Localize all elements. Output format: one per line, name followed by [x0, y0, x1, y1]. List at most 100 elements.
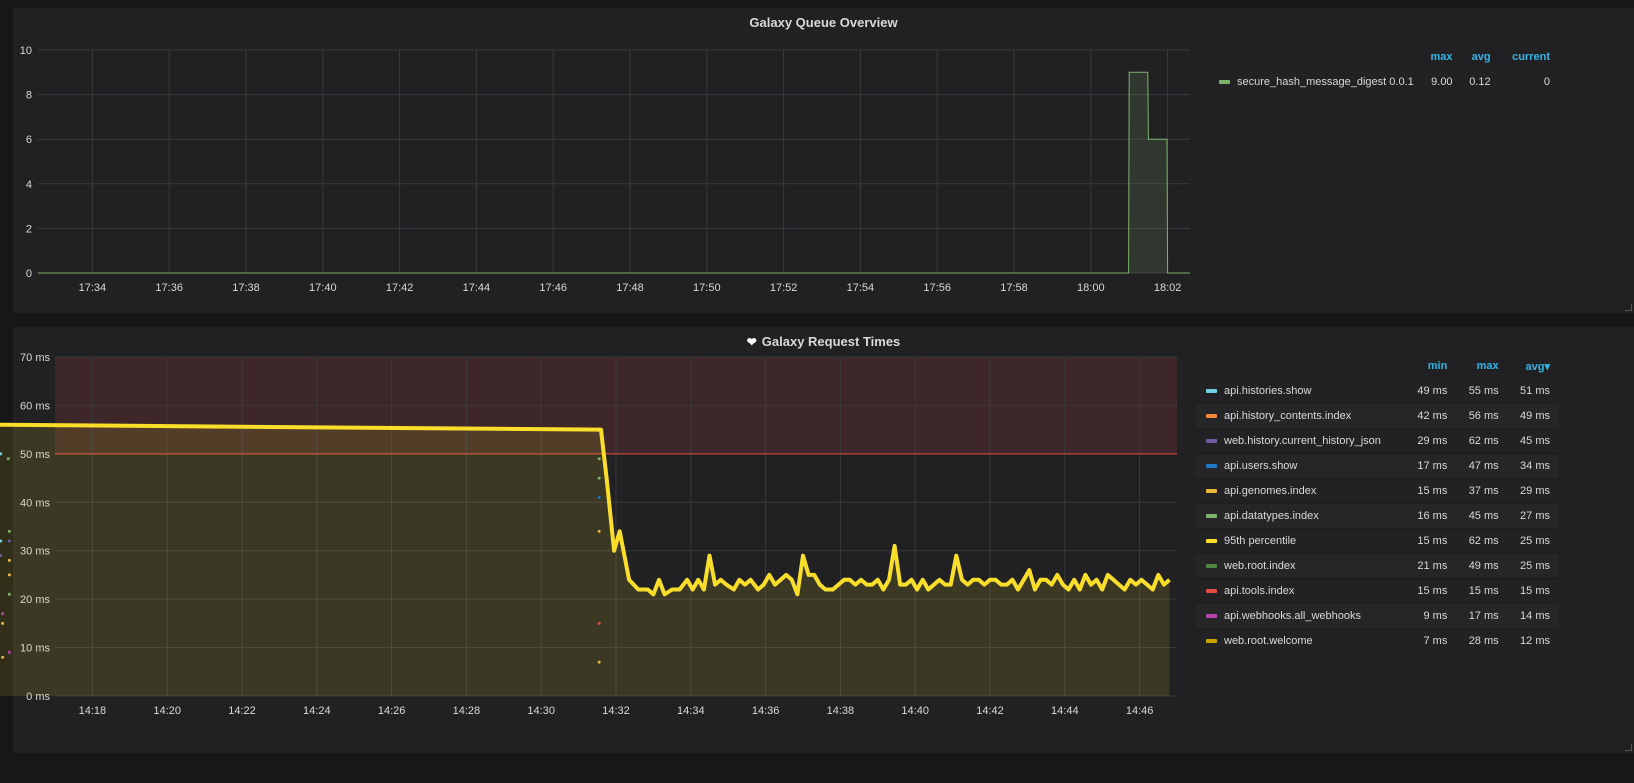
legend-row[interactable]: web.root.welcome 7 ms 28 ms 12 ms [1196, 628, 1558, 654]
panel-title[interactable]: ❤ Galaxy Request Times [13, 334, 1634, 349]
series-name[interactable]: 95th percentile [1224, 535, 1297, 547]
x-tick-label: 14:18 [79, 705, 107, 717]
x-tick-label: 18:00 [1077, 282, 1105, 294]
resize-handle[interactable] [1625, 304, 1632, 311]
queue-legend: max avg current secure_hash_message_dige… [1209, 48, 1558, 95]
x-tick-label: 17:34 [79, 282, 107, 294]
y-tick-label: 30 ms [20, 546, 50, 558]
legend-value-min: 49 ms [1417, 385, 1448, 397]
panel-title-text: Galaxy Request Times [761, 334, 901, 349]
legend-row[interactable]: api.tools.index 15 ms 15 ms 15 ms [1196, 578, 1558, 604]
legend-row[interactable]: api.genomes.index 15 ms 37 ms 29 ms [1196, 478, 1558, 504]
legend-value-min: 7 ms [1423, 635, 1448, 647]
x-tick-label: 14:38 [827, 705, 855, 717]
series-color-swatch[interactable] [1206, 639, 1217, 644]
legend-header-current[interactable]: current [1512, 51, 1550, 63]
series-color-swatch[interactable] [1206, 589, 1217, 594]
series-name[interactable]: web.root.welcome [1224, 635, 1313, 647]
series-color-swatch[interactable] [1206, 414, 1217, 419]
legend-value-max: 15 ms [1468, 585, 1499, 597]
series-name[interactable]: api.webhooks.all_webhooks [1224, 610, 1361, 622]
series-color-swatch[interactable] [1206, 514, 1217, 519]
x-tick-label: 17:38 [232, 282, 260, 294]
legend-header-avg[interactable]: avg [1471, 51, 1491, 63]
data-point [1, 655, 5, 659]
data-point [597, 457, 601, 461]
series-color-swatch[interactable] [1206, 539, 1217, 544]
legend-value-avg: 15 ms [1520, 585, 1550, 597]
series-name[interactable]: web.root.index [1224, 560, 1296, 572]
legend-value-min: 42 ms [1417, 410, 1448, 422]
request-legend: min max avg▾ api.histories.show 49 ms 55 m… [1196, 357, 1558, 654]
data-point [0, 539, 3, 543]
series-area [38, 72, 1190, 273]
percentile-area [0, 424, 1170, 696]
x-tick-label: 18:02 [1154, 282, 1182, 294]
x-tick-label: 14:42 [976, 705, 1004, 717]
series-name[interactable]: api.datatypes.index [1224, 510, 1319, 522]
legend-value-min: 9 ms [1423, 610, 1448, 622]
data-point [7, 539, 11, 543]
legend-header-avg[interactable]: avg▾ [1525, 360, 1550, 373]
legend-value-max: 47 ms [1468, 460, 1499, 472]
legend-row[interactable]: api.datatypes.index 16 ms 45 ms 27 ms [1196, 503, 1558, 529]
series-name[interactable]: api.histories.show [1224, 385, 1312, 397]
series-color-swatch[interactable] [1206, 389, 1217, 394]
x-tick-label: 17:46 [539, 282, 567, 294]
legend-value-max: 62 ms [1468, 535, 1499, 547]
legend-row[interactable]: secure_hash_message_digest 0.0.1 9.00 0.12… [1209, 70, 1558, 95]
x-tick-label: 14:36 [752, 705, 780, 717]
legend-row[interactable]: 95th percentile 15 ms 62 ms 25 ms [1196, 528, 1558, 554]
series-color-swatch[interactable] [1206, 439, 1217, 444]
series-color-swatch[interactable] [1219, 80, 1230, 85]
x-tick-label: 14:34 [677, 705, 705, 717]
legend-row[interactable]: web.root.index 21 ms 49 ms 25 ms [1196, 553, 1558, 579]
queue-chart[interactable]: 0 2 4 6 8 10 17:34 17:36 17:38 17:40 17:42 17:44 17:… [13, 8, 1203, 313]
legend-value-current: 0 [1543, 76, 1550, 88]
legend-value-avg: 27 ms [1520, 510, 1550, 522]
series-color-swatch[interactable] [1206, 464, 1217, 469]
legend-row[interactable]: api.webhooks.all_webhooks 9 ms 17 ms 14 ms [1196, 603, 1558, 629]
data-point [7, 650, 11, 654]
legend-row[interactable]: api.histories.show 49 ms 55 ms 51 ms [1196, 379, 1558, 404]
series-name[interactable]: api.tools.index [1224, 585, 1295, 597]
legend-header-min[interactable]: min [1427, 360, 1448, 372]
percentile-line [0, 422, 1171, 597]
x-tick-label: 14:32 [602, 705, 630, 717]
legend-value-max: 55 ms [1468, 385, 1499, 397]
data-point [6, 457, 10, 461]
series-color-swatch[interactable] [1206, 614, 1217, 619]
legend-value-max: 9.00 [1431, 76, 1453, 88]
x-tick-label: 17:56 [923, 282, 951, 294]
series-name[interactable]: web.history.current_history_json [1224, 435, 1381, 447]
legend-value-avg: 34 ms [1520, 460, 1550, 472]
data-point [597, 621, 601, 625]
legend-header-max[interactable]: max [1430, 51, 1453, 63]
panel-title[interactable]: Galaxy Queue Overview [749, 15, 898, 30]
data-point [1, 621, 5, 625]
series-color-swatch[interactable] [1206, 489, 1217, 494]
legend-header-max[interactable]: max [1476, 360, 1499, 372]
series-name[interactable]: secure_hash_message_digest 0.0.1 [1237, 76, 1414, 88]
legend-value-max: 62 ms [1468, 435, 1499, 447]
data-point [7, 529, 11, 533]
legend-value-avg: 25 ms [1520, 535, 1550, 547]
resize-handle[interactable] [1625, 744, 1632, 751]
legend-value-max: 49 ms [1468, 560, 1499, 572]
data-point [597, 660, 601, 664]
y-tick-label: 10 [20, 45, 32, 57]
legend-row[interactable]: web.history.current_history_json 29 ms 62 … [1196, 428, 1558, 454]
legend-value-avg: 49 ms [1520, 410, 1550, 422]
series-name[interactable]: api.genomes.index [1224, 485, 1317, 497]
y-tick-label: 20 ms [20, 594, 50, 606]
legend-value-min: 15 ms [1417, 485, 1448, 497]
request-chart[interactable]: 0 ms 10 ms 20 ms 30 ms 40 ms 50 ms 60 ms 70 ms 1… [0, 327, 1193, 753]
series-name[interactable]: api.history_contents.index [1224, 410, 1352, 422]
legend-row[interactable]: api.users.show 17 ms 47 ms 34 ms [1196, 453, 1558, 479]
x-tick-label: 17:40 [309, 282, 337, 294]
series-color-swatch[interactable] [1206, 564, 1217, 569]
data-point [7, 592, 11, 596]
data-point [1, 612, 5, 616]
legend-row[interactable]: api.history_contents.index 42 ms 56 ms 49 m… [1196, 403, 1558, 429]
series-name[interactable]: api.users.show [1224, 460, 1298, 472]
